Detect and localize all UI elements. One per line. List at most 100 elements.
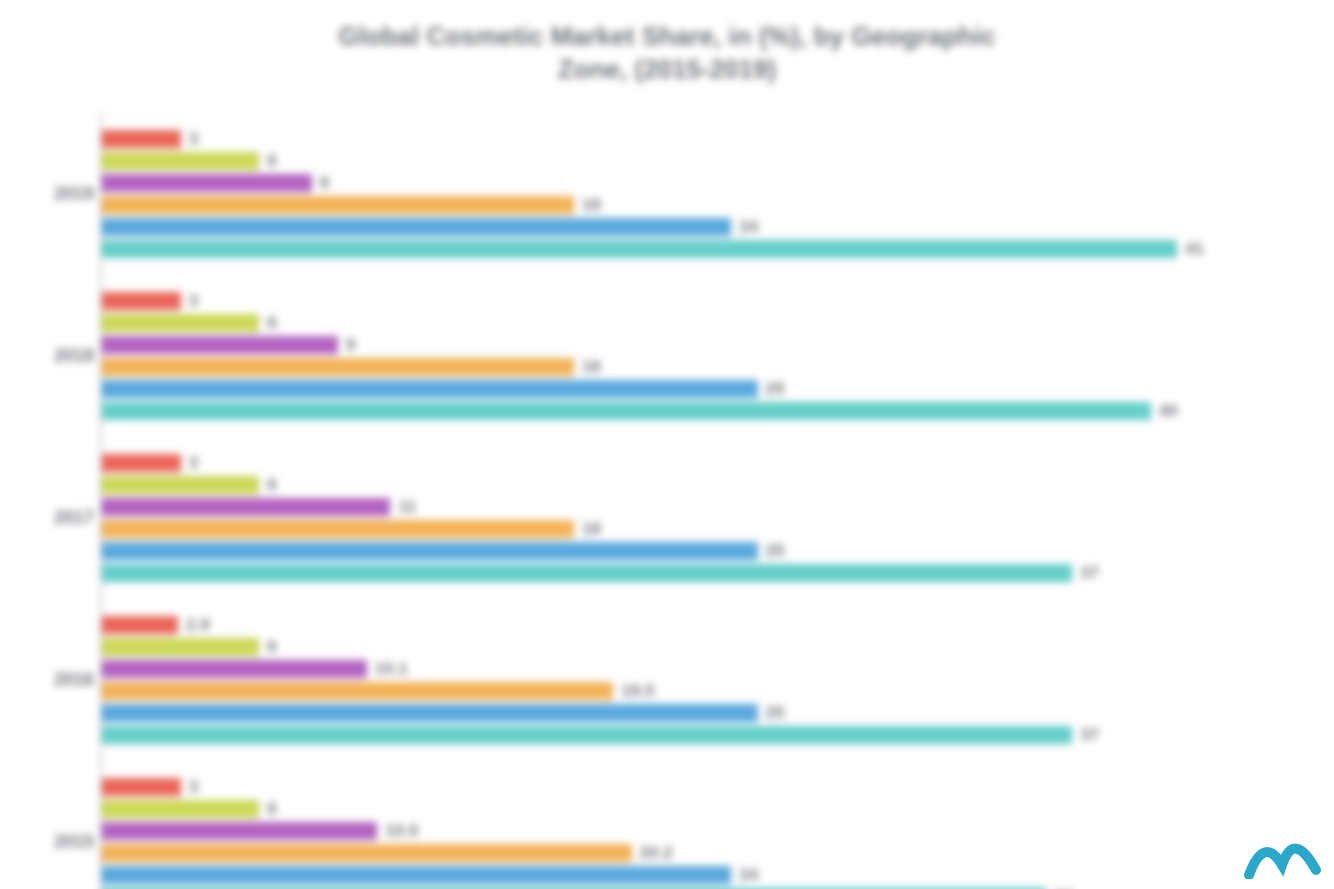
bar <box>102 866 731 884</box>
bar-row: 37 <box>102 725 1282 745</box>
bar-value-label: 3 <box>189 291 198 311</box>
bar-row: 6 <box>102 151 1282 171</box>
bar-value-label: 24 <box>739 865 758 885</box>
chart-container: Global Cosmetic Market Share, in (%), by… <box>30 20 1304 889</box>
bar-value-label: 6 <box>267 313 276 333</box>
bar <box>102 844 632 862</box>
bar-row: 8 <box>102 173 1282 193</box>
bar <box>102 292 181 310</box>
bar-row: 6 <box>102 637 1282 657</box>
bar <box>102 314 259 332</box>
bar <box>102 174 312 192</box>
bar-value-label: 18 <box>582 519 601 539</box>
y-axis-label: 2016 <box>40 670 94 691</box>
year-group: 2.9 6 10.1 19.5 25 37 <box>102 599 1282 761</box>
bar-row: 2.9 <box>102 615 1282 635</box>
chart-title-line1: Global Cosmetic Market Share, in (%), by… <box>30 20 1304 53</box>
year-group: 3 6 9 18 25 40 <box>102 275 1282 437</box>
bar-value-label: 25 <box>766 703 785 723</box>
bar-value-label: 19.5 <box>621 681 654 701</box>
bar-value-label: 24 <box>739 217 758 237</box>
bar <box>102 218 731 236</box>
bar-row: 10.1 <box>102 659 1282 679</box>
bar-value-label: 37 <box>1080 725 1099 745</box>
brand-logo-icon <box>1244 825 1324 879</box>
bar-row: 3 <box>102 291 1282 311</box>
bar-value-label: 40 <box>1159 401 1178 421</box>
bar-value-label: 25 <box>766 379 785 399</box>
bar-value-label: 8 <box>320 173 329 193</box>
bar-value-label: 18 <box>582 195 601 215</box>
bar <box>102 240 1177 258</box>
bar <box>102 336 338 354</box>
bar-value-label: 9 <box>346 335 355 355</box>
bar-row: 10.5 <box>102 821 1282 841</box>
bar-row: 18 <box>102 357 1282 377</box>
bar-row: 9 <box>102 335 1282 355</box>
bar-value-label: 41 <box>1185 239 1204 259</box>
bar-row: 37 <box>102 563 1282 583</box>
bar-row: 19.5 <box>102 681 1282 701</box>
bar <box>102 454 181 472</box>
bar <box>102 152 259 170</box>
year-group: 3611 18 25 37 <box>102 437 1282 599</box>
bar-row: 6 <box>102 313 1282 333</box>
bar-value-label: 6 <box>267 799 276 819</box>
y-axis-label: 2015 <box>40 832 94 853</box>
bar-row: 3 <box>102 129 1282 149</box>
bar-row: 25 <box>102 379 1282 399</box>
bar-value-label: 11 <box>398 497 416 517</box>
bar-row: 24 <box>102 865 1282 885</box>
bar <box>102 498 390 516</box>
bar-value-label: 3 <box>189 453 198 473</box>
bar <box>102 380 758 398</box>
y-axis-label: 2017 <box>40 508 94 529</box>
bar-value-label: 6 <box>267 151 276 171</box>
bar <box>102 520 574 538</box>
year-group: 3610.520.22436 <box>102 761 1282 889</box>
bar-row: 40 <box>102 401 1282 421</box>
plot-area: 3681824412019369182540201836111825372017… <box>100 113 1282 889</box>
bar <box>102 800 259 818</box>
y-axis-label: 2018 <box>40 346 94 367</box>
bar-value-label: 2.9 <box>186 615 210 635</box>
bar <box>102 402 1151 420</box>
bar <box>102 704 758 722</box>
bar-row: 25 <box>102 541 1282 561</box>
bar-value-label: 6 <box>267 637 276 657</box>
bar-row: 6 <box>102 475 1282 495</box>
bar <box>102 616 178 634</box>
bar-value-label: 37 <box>1080 563 1099 583</box>
bar-row: 20.2 <box>102 843 1282 863</box>
bar-value-label: 10.5 <box>385 821 418 841</box>
bar <box>102 726 1072 744</box>
bar-row: 25 <box>102 703 1282 723</box>
bar-row: 3 <box>102 777 1282 797</box>
bar <box>102 778 181 796</box>
bar-row: 18 <box>102 519 1282 539</box>
bar <box>102 682 613 700</box>
bar <box>102 822 377 840</box>
bar-row: 11 <box>102 497 1282 517</box>
bar-row: 24 <box>102 217 1282 237</box>
bar-value-label: 18 <box>582 357 601 377</box>
bar-row: 3 <box>102 453 1282 473</box>
bar <box>102 476 259 494</box>
bar <box>102 130 181 148</box>
chart-title-line2: Zone, (2015-2019) <box>30 53 1304 86</box>
bar-value-label: 3 <box>189 129 198 149</box>
bar-row: 18 <box>102 195 1282 215</box>
chart-title: Global Cosmetic Market Share, in (%), by… <box>30 20 1304 85</box>
bar-value-label: 25 <box>766 541 785 561</box>
bar-row: 41 <box>102 239 1282 259</box>
year-group: 3 6 8 18 24 41 <box>102 113 1282 275</box>
bar <box>102 660 367 678</box>
bar <box>102 196 574 214</box>
bar <box>102 638 259 656</box>
bar-value-label: 3 <box>189 777 198 797</box>
bar <box>102 564 1072 582</box>
y-axis-label: 2019 <box>40 184 94 205</box>
bar-value-label: 10.1 <box>375 659 408 679</box>
bar-value-label: 20.2 <box>640 843 673 863</box>
bar <box>102 542 758 560</box>
